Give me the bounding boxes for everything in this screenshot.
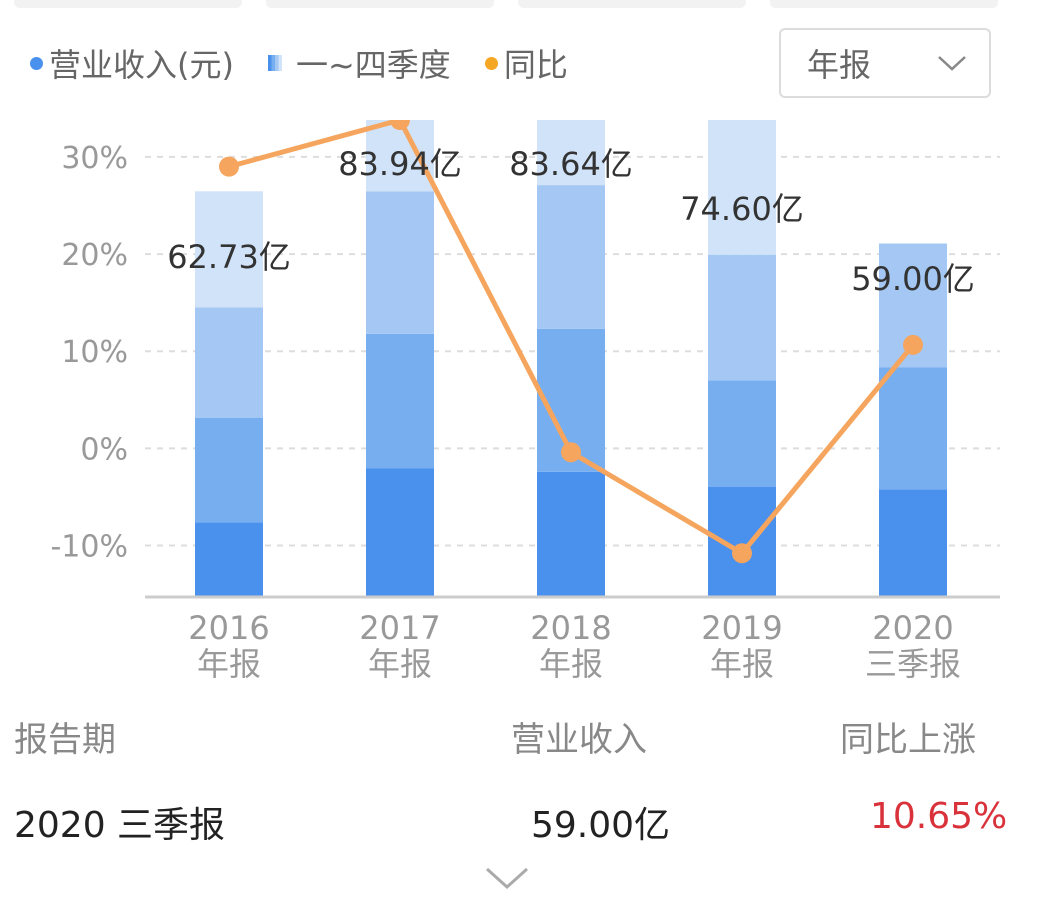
- bar-segment[interactable]: [366, 333, 434, 469]
- period-select-value: 年报: [807, 46, 872, 84]
- header-change: 同比上涨: [840, 720, 976, 760]
- revenue-value-label: 62.73亿: [167, 238, 291, 276]
- legend-yoy[interactable]: 同比: [484, 40, 568, 86]
- y-tick-label: -10%: [50, 530, 128, 565]
- revenue-value-label: 59.00亿: [851, 260, 975, 298]
- y-tick-label: 20%: [61, 238, 128, 273]
- revenue-chart: 30%20%10%0%-10%2016年报2017年报2018年报2019年报2…: [50, 120, 1000, 683]
- x-tick-year: 2020: [872, 609, 953, 647]
- period-select[interactable]: 年报: [779, 28, 991, 98]
- x-tick-period: 年报: [368, 645, 432, 683]
- bar-segment[interactable]: [195, 191, 263, 308]
- bar-segment[interactable]: [537, 471, 605, 597]
- bar-segment[interactable]: [195, 307, 263, 418]
- legend-yoy-label: 同比: [503, 46, 568, 84]
- bar-segment[interactable]: [366, 191, 434, 334]
- revenue-value-label: 74.60亿: [680, 190, 804, 228]
- x-tick-period: 年报: [539, 645, 603, 683]
- revenue-dot-icon: [30, 56, 43, 70]
- row-revenue: 59.00亿: [531, 805, 671, 846]
- x-tick-year: 2019: [701, 609, 782, 647]
- yoy-point[interactable]: [561, 442, 581, 463]
- bar-segment[interactable]: [879, 489, 947, 597]
- row-change: 10.65%: [870, 796, 1008, 837]
- revenue-value-label: 83.64亿: [509, 145, 633, 183]
- expand-chevron-icon[interactable]: [485, 866, 529, 890]
- x-tick-year: 2018: [530, 609, 611, 647]
- bar-segment[interactable]: [195, 522, 263, 597]
- bar-segment[interactable]: [708, 120, 776, 255]
- chart-legend: 营业收入(元) 一~四季度 同比: [30, 40, 602, 86]
- bar-segment[interactable]: [879, 367, 947, 490]
- x-tick-year: 2016: [188, 609, 269, 647]
- y-tick-label: 30%: [61, 141, 128, 176]
- legend-revenue-label: 营业收入(元): [49, 46, 234, 84]
- bar-segment[interactable]: [708, 380, 776, 488]
- bar-segment[interactable]: [537, 185, 605, 329]
- bar-segment[interactable]: [366, 468, 434, 597]
- yoy-point[interactable]: [732, 543, 752, 564]
- row-period: 2020 三季报: [14, 805, 226, 846]
- bar-segment[interactable]: [537, 120, 605, 186]
- top-tab[interactable]: [770, 0, 998, 8]
- top-tab[interactable]: [14, 0, 242, 8]
- header-period: 报告期: [14, 720, 116, 760]
- bar-segment[interactable]: [195, 417, 263, 523]
- yoy-point[interactable]: [390, 120, 410, 130]
- top-tab-bar: [0, 0, 1045, 10]
- chevron-down-icon: [938, 56, 966, 71]
- bar-segment[interactable]: [708, 254, 776, 381]
- legend-revenue[interactable]: 营业收入(元): [30, 40, 234, 86]
- x-tick-period: 三季报: [865, 645, 961, 683]
- top-tab[interactable]: [266, 0, 494, 8]
- legend-quarters-label: 一~四季度: [295, 46, 451, 84]
- yoy-point[interactable]: [219, 156, 239, 177]
- bar-segment[interactable]: [366, 120, 434, 192]
- x-tick-period: 年报: [710, 645, 774, 683]
- quarters-swatch-icon: [267, 55, 282, 71]
- header-revenue: 营业收入: [511, 720, 647, 760]
- top-tab[interactable]: [518, 0, 746, 8]
- yoy-dot-icon: [484, 56, 498, 70]
- legend-quarters[interactable]: 一~四季度: [267, 40, 451, 86]
- x-tick-period: 年报: [197, 645, 261, 683]
- revenue-value-label: 83.94亿: [338, 145, 462, 183]
- y-tick-label: 0%: [80, 432, 128, 467]
- x-tick-year: 2017: [359, 609, 440, 647]
- yoy-point[interactable]: [903, 334, 923, 355]
- y-tick-label: 10%: [61, 335, 128, 370]
